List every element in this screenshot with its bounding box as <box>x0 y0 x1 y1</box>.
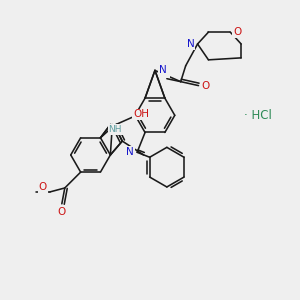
Text: N: N <box>187 39 194 49</box>
Text: O: O <box>58 207 66 217</box>
Text: O: O <box>201 81 210 91</box>
Text: OH: OH <box>133 109 149 119</box>
Text: O: O <box>233 27 241 37</box>
Text: · HCl: · HCl <box>244 109 272 122</box>
Text: O: O <box>39 182 47 192</box>
Text: N: N <box>159 65 167 75</box>
Text: N: N <box>126 147 134 157</box>
Text: NH: NH <box>109 125 122 134</box>
Text: N: N <box>161 67 169 77</box>
